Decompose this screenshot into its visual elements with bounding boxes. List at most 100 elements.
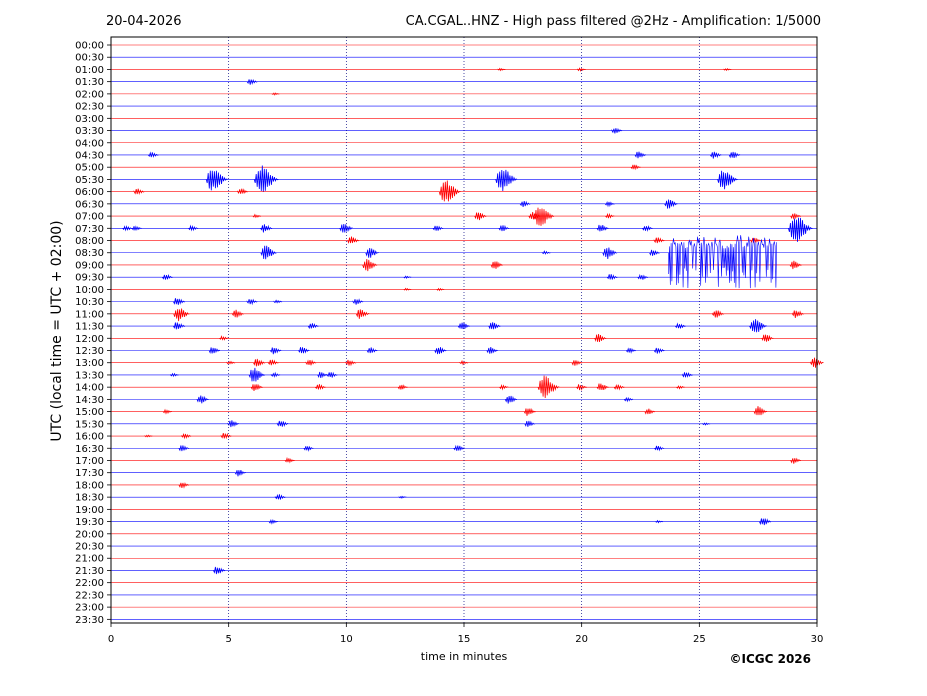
y-tick-label: 12:30 [75, 346, 104, 357]
event-14:00-20.9 [596, 383, 609, 390]
event-14:00-21.6 [613, 383, 625, 391]
event-07:00-21.2 [605, 212, 615, 219]
event-06:30-23.8 [664, 199, 678, 209]
event-11:30-16.3 [488, 322, 501, 330]
event-05:30-26.2 [717, 170, 738, 190]
y-tick-label: 05:00 [75, 163, 104, 174]
event-14:00-8.9 [314, 384, 326, 391]
event-10:00-14 [436, 287, 445, 292]
event-08:00-10.3 [347, 236, 360, 244]
copyright-label: ©ICGC 2026 [729, 652, 811, 666]
event-15:30-7.3 [276, 420, 289, 428]
event-15:00-22.9 [644, 408, 656, 415]
event-16:30-14.8 [453, 444, 465, 452]
event-16:00-4.9 [220, 433, 232, 440]
event-02:00-7 [271, 92, 280, 96]
event-06:30-17.6 [519, 200, 531, 207]
y-tick-label: 11:30 [75, 322, 104, 333]
event-19:30-23.3 [655, 519, 664, 524]
event-08:30-6.7 [260, 245, 277, 260]
burst-08:30 [668, 235, 777, 289]
event-18:30-7.2 [274, 493, 286, 500]
event-11:00-3 [173, 308, 190, 322]
event-03:30-21.5 [611, 127, 623, 134]
y-tick-label: 14:30 [75, 395, 104, 406]
y-tick-label: 19:00 [75, 505, 104, 516]
x-tick-label: 25 [693, 634, 706, 645]
event-05:30-6.6 [253, 165, 279, 192]
event-06:00-5.6 [237, 188, 249, 195]
event-10:00-12.6 [403, 287, 412, 291]
event-13:00-15 [459, 359, 469, 366]
y-tick-label: 18:30 [75, 493, 104, 504]
event-04:30-26.5 [728, 151, 741, 159]
event-09:00-16.4 [490, 261, 503, 269]
y-tick-label: 22:30 [75, 590, 104, 601]
event-01:00-26.2 [723, 67, 732, 72]
y-tick-label: 04:00 [75, 138, 104, 149]
y-tick-label: 06:30 [75, 199, 104, 210]
event-13:30-24.5 [682, 372, 693, 378]
x-axis-label: time in minutes [421, 650, 508, 663]
event-17:00-29.1 [790, 457, 801, 464]
event-09:30-12.6 [403, 275, 412, 279]
x-tick-label: 5 [225, 634, 231, 645]
event-05:30-16.8 [495, 169, 518, 192]
event-04:30-22.5 [634, 151, 647, 159]
event-07:00-6.2 [252, 213, 262, 219]
event-07:30-29.3 [788, 217, 813, 242]
chart-title: CA.CGAL..HNZ - High pass filtered @2Hz -… [406, 14, 821, 29]
event-11:00-10.7 [355, 309, 370, 319]
y-tick-label: 23:30 [75, 615, 104, 626]
event-10:30-6 [246, 298, 258, 306]
event-06:00-1.2 [133, 188, 145, 195]
event-15:00-27.6 [753, 406, 768, 416]
y-tick-label: 15:00 [75, 407, 104, 418]
event-16:30-23.3 [654, 445, 665, 452]
event-13:00-6.3 [253, 358, 266, 367]
y-tick-label: 20:00 [75, 529, 104, 540]
y-tick-label: 04:30 [75, 150, 104, 161]
y-tick-label: 00:30 [75, 53, 104, 64]
event-11:00-5.4 [231, 309, 245, 318]
event-16:30-3.1 [178, 445, 190, 452]
event-15:00-2.4 [162, 408, 172, 415]
y-tick-label: 05:30 [75, 175, 104, 186]
y-tick-label: 10:00 [75, 285, 104, 296]
event-13:30-6.2 [248, 367, 265, 382]
event-10:30-7.1 [273, 299, 283, 304]
y-tick-label: 03:00 [75, 114, 104, 125]
event-16:30-8.4 [303, 445, 314, 452]
y-tick-label: 07:00 [75, 212, 104, 223]
event-15:00-17.8 [523, 407, 536, 416]
event-11:30-8.6 [307, 323, 319, 330]
event-14:30-17 [504, 395, 518, 404]
event-12:00-20.8 [594, 334, 607, 342]
event-11:00-25.8 [712, 310, 725, 318]
event-12:30-22.1 [625, 347, 636, 354]
event-14:00-12.4 [397, 384, 408, 390]
x-tick-label: 15 [458, 634, 471, 645]
x-tick-label: 0 [108, 634, 114, 645]
event-18:00-3.1 [178, 482, 190, 489]
y-tick-label: 13:30 [75, 370, 104, 381]
event-07:30-13.9 [432, 225, 444, 231]
event-08:00-23.3 [653, 237, 665, 244]
y-tick-label: 06:00 [75, 187, 104, 198]
y-tick-label: 19:30 [75, 517, 104, 528]
event-07:30-16.7 [498, 224, 510, 232]
event-15:30-5.2 [227, 420, 239, 428]
event-21:30-4.6 [213, 566, 226, 575]
event-19:30-27.8 [759, 518, 772, 526]
event-09:00-11 [362, 258, 378, 272]
event-12:30-4.4 [208, 347, 221, 354]
event-13:00-10.2 [345, 359, 357, 367]
event-13:30-7 [270, 371, 281, 378]
event-05:00-22.3 [630, 164, 641, 171]
event-12:30-7 [269, 347, 282, 355]
event-07:00-18.4 [533, 207, 555, 226]
event-11:30-24.2 [675, 322, 686, 329]
y-tick-label: 16:00 [75, 432, 104, 443]
event-10:30-2.9 [173, 298, 186, 305]
